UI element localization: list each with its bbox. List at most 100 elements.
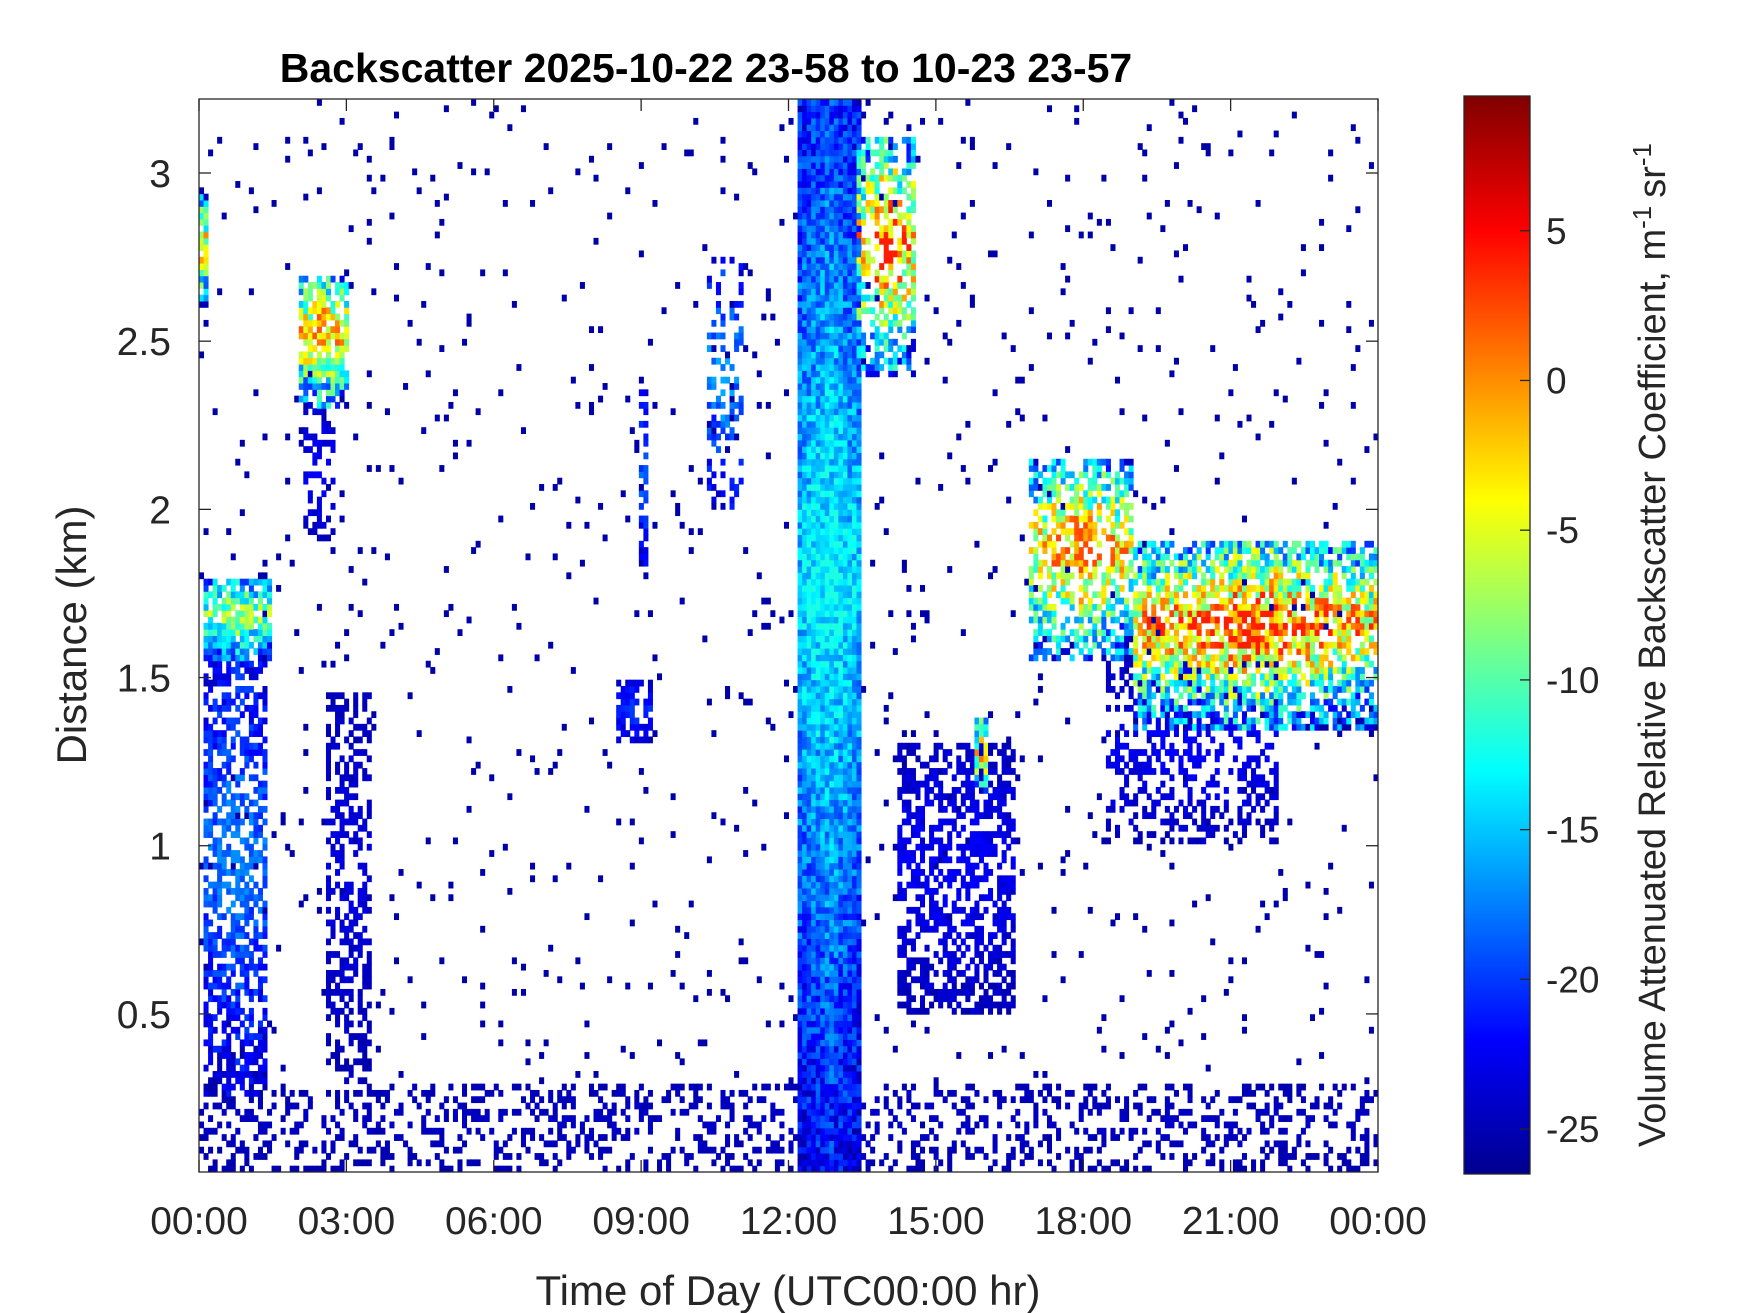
heatmap-cell	[824, 1014, 830, 1022]
heatmap-cell	[316, 1165, 322, 1172]
heatmap-cell	[248, 667, 254, 674]
heatmap-cell	[829, 559, 835, 567]
heatmap-cell	[820, 187, 826, 195]
heatmap-cell	[820, 162, 826, 169]
heatmap-cell	[743, 786, 749, 794]
heatmap-cell	[842, 149, 848, 157]
heatmap-cell	[398, 1071, 404, 1078]
heatmap-cell	[797, 667, 803, 674]
heatmap-cell	[847, 117, 853, 125]
heatmap-cell	[706, 420, 712, 428]
heatmap-cell	[811, 585, 817, 592]
heatmap-cell	[208, 641, 214, 649]
heatmap-cell	[824, 667, 830, 674]
heatmap-cell	[856, 988, 862, 996]
heatmap-cell	[321, 521, 327, 529]
heatmap-cell	[366, 1058, 372, 1066]
heatmap-cell	[248, 856, 254, 864]
heatmap-cell	[480, 1134, 486, 1141]
heatmap-cell	[480, 1001, 486, 1009]
heatmap-cell	[811, 976, 817, 984]
heatmap-cell	[212, 673, 218, 681]
heatmap-cell	[711, 730, 717, 737]
heatmap-cell	[462, 1108, 468, 1116]
heatmap-cell	[847, 528, 853, 536]
heatmap-cell	[797, 143, 803, 150]
heatmap-cell	[371, 187, 377, 195]
heatmap-cell	[815, 143, 821, 150]
heatmap-cell	[851, 496, 858, 504]
heatmap-cell	[307, 528, 313, 536]
heatmap-cell	[811, 319, 817, 327]
heatmap-cell	[217, 1001, 223, 1009]
heatmap-cell	[203, 622, 209, 630]
heatmap-cell	[226, 799, 232, 807]
heatmap-cell	[239, 698, 245, 706]
heatmap-cell	[285, 477, 291, 485]
heatmap-cell	[838, 174, 844, 182]
heatmap-cell	[330, 698, 336, 706]
heatmap-cell	[498, 389, 504, 397]
heatmap-cell	[262, 1140, 268, 1148]
heatmap-cell	[230, 736, 236, 744]
heatmap-cell	[239, 1077, 245, 1085]
heatmap-cell	[806, 622, 812, 630]
heatmap-cell	[806, 1102, 812, 1110]
heatmap-cell	[253, 389, 259, 397]
heatmap-cell	[257, 906, 263, 914]
heatmap-cell	[811, 988, 817, 996]
heatmap-cell	[783, 389, 789, 397]
heatmap-cell	[838, 843, 844, 851]
heatmap-cell	[353, 812, 359, 820]
heatmap-cell	[335, 282, 341, 289]
heatmap-cell	[797, 193, 803, 201]
heatmap-cell	[203, 591, 209, 599]
heatmap-cell	[588, 155, 595, 163]
heatmap-cell	[230, 1153, 236, 1160]
heatmap-cell	[815, 742, 821, 750]
heatmap-cell	[815, 982, 821, 990]
heatmap-cell	[842, 963, 848, 971]
heatmap-cell	[824, 149, 830, 157]
heatmap-cell	[534, 1115, 540, 1122]
heatmap-cell	[257, 1102, 263, 1110]
heatmap-cell	[530, 1096, 536, 1104]
heatmap-cell	[870, 174, 876, 182]
heatmap-cell	[838, 105, 844, 113]
heatmap-cell	[208, 1089, 214, 1097]
heatmap-cell	[788, 1146, 794, 1154]
heatmap-cell	[307, 288, 313, 296]
heatmap-cell	[335, 988, 341, 996]
heatmap-cell	[267, 654, 273, 662]
heatmap-cell	[353, 963, 359, 971]
heatmap-cell	[552, 761, 558, 769]
heatmap-cell	[838, 900, 844, 908]
heatmap-cell	[362, 1077, 368, 1085]
heatmap-cell	[838, 925, 844, 933]
heatmap-cell	[693, 1096, 699, 1104]
heatmap-cell	[693, 117, 699, 125]
heatmap-cell	[267, 585, 273, 592]
heatmap-cell	[244, 578, 250, 586]
heatmap-cell	[262, 963, 268, 971]
heatmap-cell	[765, 597, 771, 605]
heatmap-cell	[330, 383, 336, 390]
heatmap-cell	[815, 250, 821, 258]
heatmap-cell	[339, 963, 345, 971]
heatmap-cell	[230, 603, 236, 611]
heatmap-cell	[262, 559, 268, 567]
heatmap-cell	[226, 963, 232, 971]
heatmap-cell	[262, 976, 268, 984]
heatmap-cell	[802, 1089, 808, 1097]
heatmap-cell	[248, 704, 254, 712]
heatmap-cell	[811, 515, 817, 523]
heatmap-cell	[706, 1127, 712, 1135]
heatmap-cell	[833, 559, 839, 567]
heatmap-cell	[217, 862, 223, 870]
heatmap-cell	[321, 1115, 327, 1122]
heatmap-cell	[802, 345, 808, 352]
heatmap-cell	[824, 976, 830, 984]
heatmap-cell	[847, 1052, 853, 1059]
heatmap-cell	[847, 824, 853, 832]
heatmap-cell	[824, 212, 830, 220]
